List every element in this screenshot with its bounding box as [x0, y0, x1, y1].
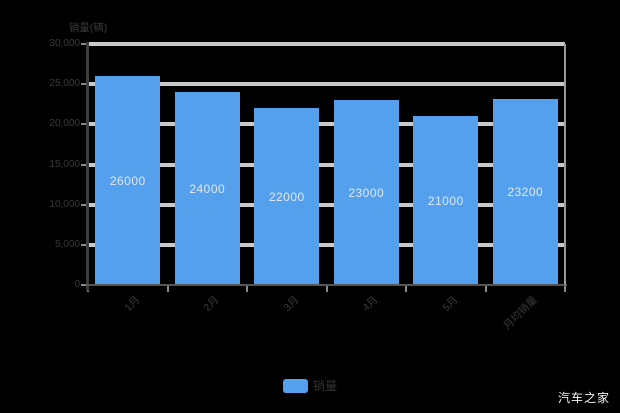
y-axis-tick-label: 25,000	[49, 78, 80, 90]
x-axis-label-4月: 4月	[360, 294, 381, 315]
x-axis-label-5月: 5月	[440, 294, 461, 315]
watermark-autohome: 汽车之家	[557, 391, 610, 405]
legend: 销量	[0, 378, 620, 394]
x-axis-line	[86, 284, 567, 286]
y-axis-line	[86, 42, 89, 291]
bar-value-label: 24000	[189, 181, 226, 196]
bar-value-label: 23200	[507, 184, 544, 199]
bar-value-label: 26000	[109, 173, 146, 188]
y-axis-title: 销量(辆)	[68, 22, 108, 34]
legend-item-sales[interactable]: 销量	[282, 379, 337, 393]
x-axis-label-2月: 2月	[201, 294, 222, 315]
y-axis-tick-label: 20,000	[49, 118, 80, 130]
x-axis-tick-mark-icon	[246, 286, 248, 292]
x-axis-tick-mark-icon	[405, 286, 407, 292]
x-axis-tick-mark-icon	[325, 286, 328, 292]
y-axis-tick-label: 5,000	[54, 238, 80, 250]
x-axis-tick-mark-icon	[484, 286, 487, 292]
x-axis-tick-mark-icon	[564, 286, 566, 292]
bar-5月[interactable]: 21000	[413, 116, 479, 285]
gridline	[88, 122, 565, 127]
y-axis-tick-mark-icon	[81, 123, 87, 126]
bar-value-label: 23000	[348, 185, 385, 200]
y-axis-tick-mark-icon	[81, 203, 87, 206]
y-axis-tick-label: 0	[74, 279, 80, 290]
bar-3月[interactable]: 22000	[254, 108, 320, 285]
y-axis-tick-mark-icon	[81, 243, 87, 246]
bar-1月[interactable]: 26000	[95, 76, 161, 285]
bar-value-label: 22000	[268, 189, 305, 204]
gridline	[88, 82, 565, 87]
gridline	[88, 162, 565, 167]
legend-label: 销量	[312, 379, 337, 393]
bar-2月[interactable]: 24000	[174, 92, 240, 285]
right-border-line	[564, 44, 566, 285]
bar-月均销量[interactable]: 23200	[492, 98, 558, 285]
y-axis-tick-mark-icon	[81, 43, 87, 45]
y-axis-tick-mark-icon	[81, 163, 87, 166]
gridline	[88, 202, 565, 207]
gridline	[88, 242, 565, 247]
y-axis-tick-label: 30,000	[49, 38, 80, 49]
x-axis-label-月均销量: 月均销量	[501, 294, 540, 333]
y-axis-tick-label: 15,000	[49, 158, 80, 170]
x-axis-label-1月: 1月	[122, 294, 143, 315]
y-axis-tick-mark-icon	[81, 83, 87, 86]
bar-value-label: 21000	[427, 193, 464, 208]
bar-4月[interactable]: 23000	[333, 100, 399, 285]
legend-swatch-icon	[282, 379, 308, 393]
x-axis-tick-mark-icon	[166, 286, 169, 292]
y-axis-tick-mark-icon	[81, 284, 87, 286]
y-axis-tick-label: 10,000	[49, 198, 80, 210]
gridline	[88, 42, 565, 46]
x-axis-label-3月: 3月	[281, 294, 302, 315]
